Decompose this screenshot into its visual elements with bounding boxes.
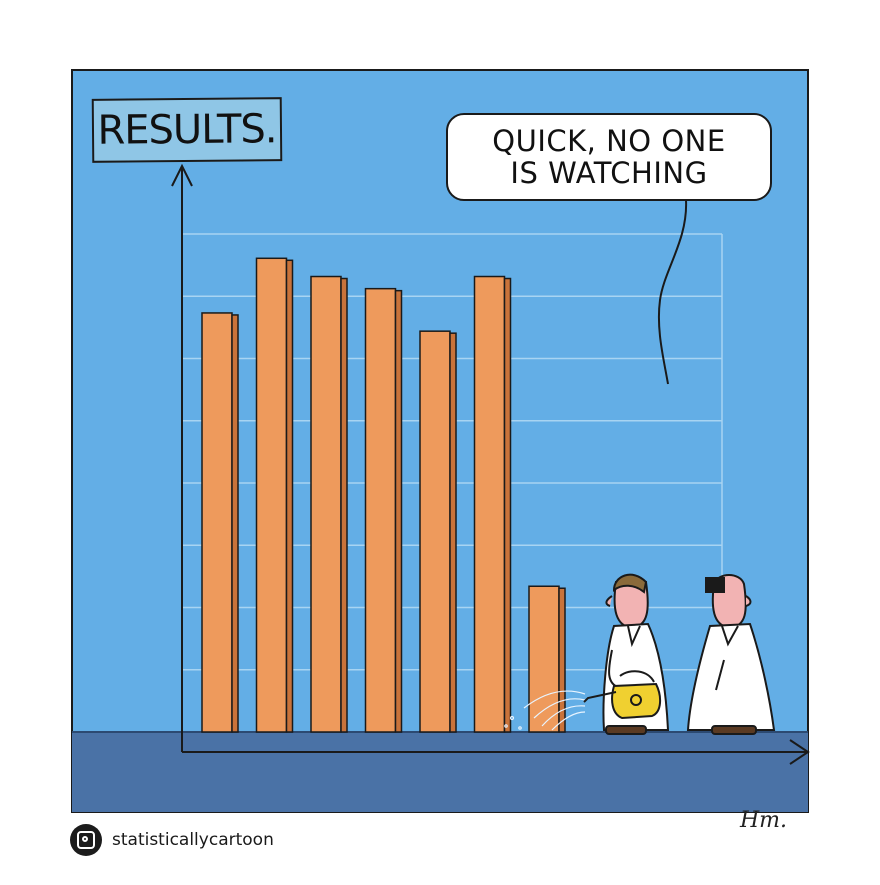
bar-side xyxy=(394,289,403,733)
chart-bar xyxy=(255,257,294,733)
bar-face xyxy=(473,275,506,733)
chart-bar xyxy=(310,275,348,733)
bar-face xyxy=(310,275,342,733)
signature-text: Hm. xyxy=(740,808,788,833)
scientist-watching xyxy=(686,574,776,735)
bar-face xyxy=(528,585,560,733)
scientist-watering xyxy=(583,573,670,735)
results-sign: RESULTS. xyxy=(91,97,283,163)
bar-face xyxy=(419,330,451,733)
results-sign-text: RESULTS. xyxy=(97,106,277,154)
bar-side xyxy=(231,314,239,733)
bar-group xyxy=(201,257,566,733)
bar-side xyxy=(558,587,566,733)
bar-face xyxy=(201,312,233,733)
floor xyxy=(72,732,808,812)
chart-bar xyxy=(364,287,403,733)
instagram-icon xyxy=(70,824,102,856)
bar-side xyxy=(503,277,512,733)
chart-bar xyxy=(201,312,239,733)
chart-bar xyxy=(419,330,457,733)
social-handle[interactable]: statisticallycartoon xyxy=(70,824,274,856)
artist-signature: Hm. xyxy=(740,808,787,833)
bar-face xyxy=(255,257,288,733)
bar-side xyxy=(449,332,457,733)
water-spray xyxy=(504,690,586,731)
bar-side xyxy=(340,277,348,733)
speech-bubble: Quick, no one is watching xyxy=(446,113,772,201)
bar-side xyxy=(285,259,294,733)
x-axis-arrow xyxy=(789,739,810,765)
speech-tail xyxy=(657,199,688,385)
speech-line-1: Quick, no one xyxy=(492,124,726,158)
chart-bar xyxy=(528,585,566,733)
bar-face xyxy=(364,287,397,733)
speech-line-2: is watching xyxy=(510,156,708,190)
handle-text: statisticallycartoon xyxy=(112,830,274,850)
chart-bar xyxy=(473,275,512,733)
y-axis-arrow xyxy=(171,163,193,187)
